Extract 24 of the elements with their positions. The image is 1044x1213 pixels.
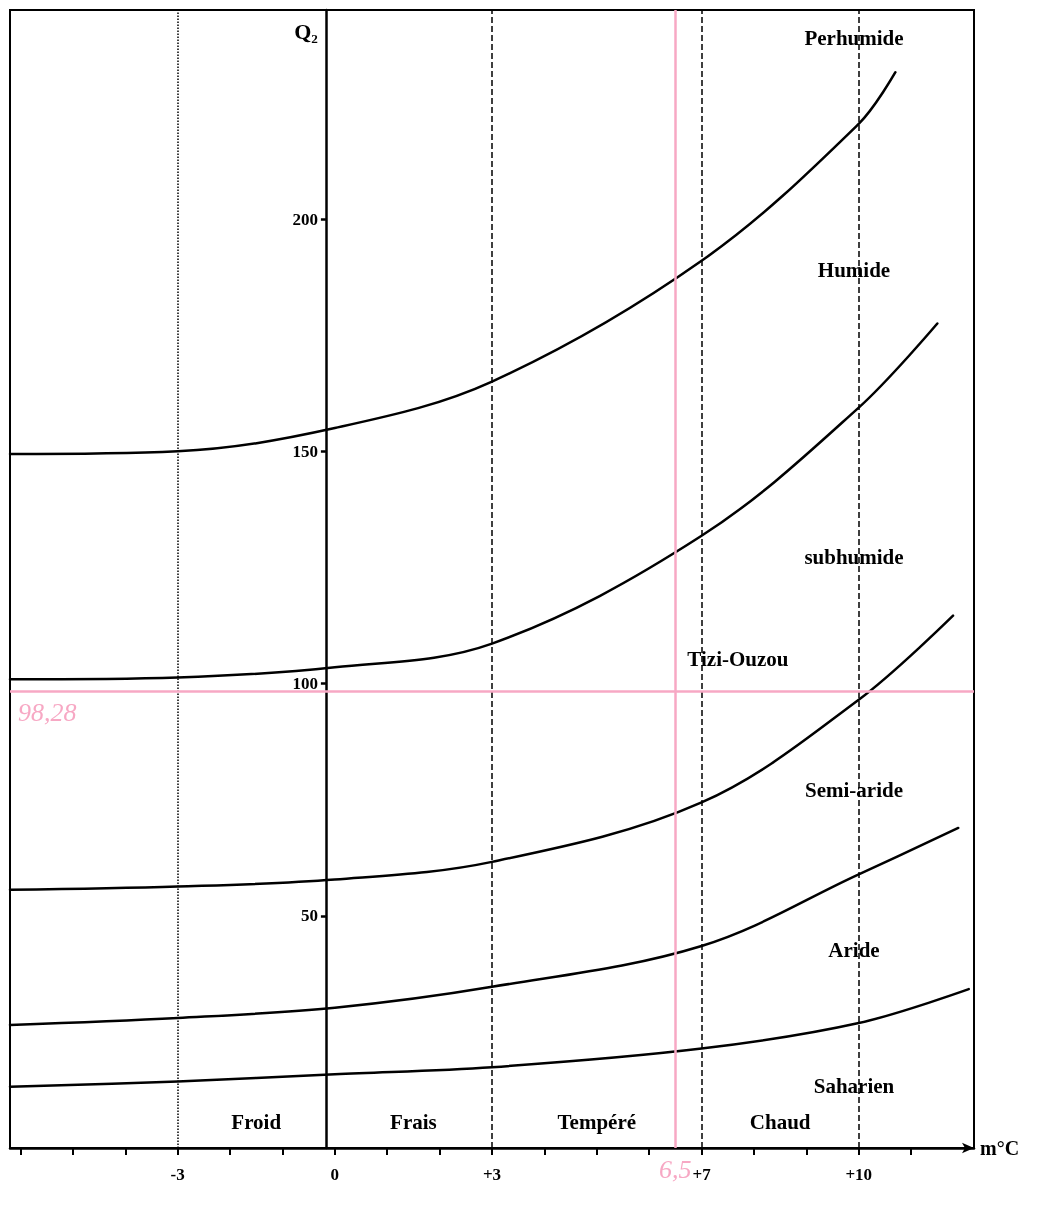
x-tick-label: +7 <box>692 1165 712 1184</box>
y-tick-label: 200 <box>292 209 318 229</box>
ref-line-label: 6,5 <box>659 1154 692 1184</box>
annotation: Aride <box>828 938 880 963</box>
annotation: Semi-aride <box>805 777 903 802</box>
y-tick-label: 100 <box>292 674 318 694</box>
x-tick-label: 0 <box>330 1165 340 1184</box>
annotation: Tizi-Ouzou <box>687 647 789 672</box>
x-tick-label: +10 <box>845 1165 873 1184</box>
x-axis-title: m°C <box>980 1137 1020 1159</box>
ref-line-label: 98,28 <box>18 698 77 727</box>
annotation: Tempéré <box>557 1110 637 1134</box>
annotation: Humide <box>817 257 891 282</box>
annotation: Froid <box>231 1110 282 1134</box>
annotation: Chaud <box>749 1110 811 1134</box>
annotation: Saharien <box>813 1073 895 1098</box>
y-tick-label: 50 <box>300 906 318 926</box>
x-tick-label: +3 <box>482 1165 502 1184</box>
x-tick-label: -3 <box>170 1165 185 1184</box>
y-axis-title: Q₂ <box>294 18 319 44</box>
y-tick-label: 150 <box>292 441 318 461</box>
annotation: Perhumide <box>804 25 904 50</box>
annotation: subhumide <box>804 545 904 570</box>
annotation: Frais <box>390 1110 437 1134</box>
